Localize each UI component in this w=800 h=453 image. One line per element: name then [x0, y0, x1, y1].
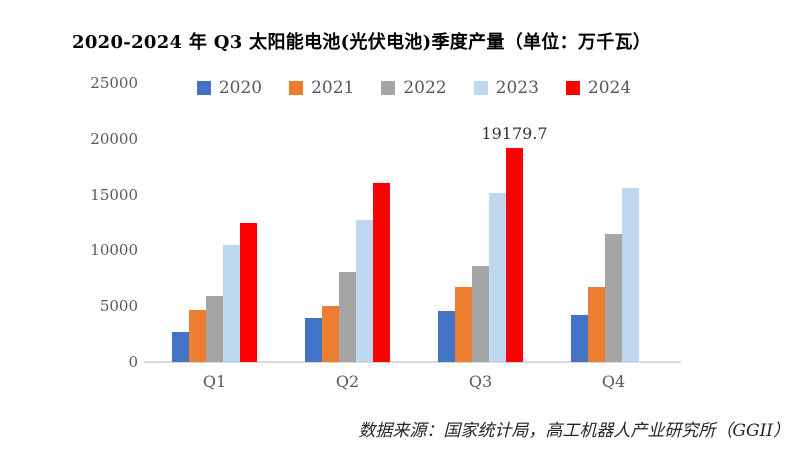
x-tick-label-Q3: Q3	[468, 372, 493, 391]
bar-2020-Q2	[305, 318, 322, 362]
bar-2023-Q1	[223, 245, 240, 362]
legend-swatch-icon	[381, 81, 396, 95]
legend-swatch-icon	[196, 81, 211, 95]
legend: 2020 2021 2022 2023 2024	[148, 78, 680, 98]
y-tick-label: 5000	[99, 297, 138, 316]
x-tick-label-Q4: Q4	[601, 372, 626, 391]
y-tick-label: 10000	[90, 241, 138, 260]
bar-2022-Q3	[472, 266, 489, 362]
bar-group-Q2	[305, 83, 390, 362]
plot-area: 19179.7	[148, 83, 680, 362]
bar-2021-Q1	[189, 310, 206, 362]
bar-group-Q4	[571, 83, 656, 362]
legend-swatch-icon	[473, 81, 488, 95]
bar-2021-Q4	[588, 287, 605, 362]
bar-2022-Q1	[206, 296, 223, 362]
bar-2022-Q4	[605, 234, 622, 362]
legend-item-2022: 2022	[381, 78, 447, 98]
y-tick-label: 25000	[90, 74, 138, 92]
x-tick-label-Q1: Q1	[202, 372, 227, 391]
x-axis-line	[144, 361, 681, 363]
bar-2022-Q2	[339, 271, 356, 362]
legend-item-2023: 2023	[473, 78, 539, 98]
bar-2020-Q1	[172, 331, 189, 362]
x-axis-labels: Q1 Q2 Q3 Q4	[148, 372, 680, 391]
bar-2023-Q4	[622, 188, 639, 362]
legend-label: 2020	[218, 78, 263, 98]
legend-item-2020: 2020	[196, 78, 263, 98]
bar-2023-Q2	[356, 219, 373, 362]
y-tick-label: 20000	[90, 129, 138, 148]
y-tick-label: 15000	[90, 185, 138, 204]
bar-group-Q3: 19179.7	[438, 83, 548, 362]
bar-2023-Q3	[489, 193, 506, 362]
legend-item-2021: 2021	[289, 78, 354, 98]
data-label: 19179.7	[481, 123, 548, 143]
bar-group-Q1	[172, 83, 257, 362]
legend-label: 2021	[311, 78, 355, 98]
x-tick-label-Q2: Q2	[335, 372, 360, 391]
y-tick-label: 0	[128, 353, 138, 371]
legend-label: 2024	[587, 78, 632, 98]
bar-2024-Q3: 19179.7	[481, 124, 548, 362]
chart-title: 2020-2024 年 Q3 太阳能电池(光伏电池)季度产量（单位：万千瓦）	[72, 32, 652, 53]
bar-2024-Q1	[240, 222, 257, 362]
legend-swatch-icon	[289, 81, 304, 95]
legend-label: 2022	[403, 78, 447, 98]
bar-2024-Q2	[373, 183, 390, 362]
bar-2020-Q4	[571, 314, 588, 362]
bar-2020-Q3	[438, 311, 455, 362]
legend-item-2024: 2024	[565, 78, 632, 98]
source-note: 数据来源：国家统计局，高工机器人产业研究所（GGII）	[358, 421, 790, 441]
legend-label: 2023	[495, 78, 539, 98]
legend-swatch-icon	[565, 81, 580, 95]
bar-2021-Q3	[455, 287, 472, 362]
bar-2021-Q2	[322, 306, 339, 362]
